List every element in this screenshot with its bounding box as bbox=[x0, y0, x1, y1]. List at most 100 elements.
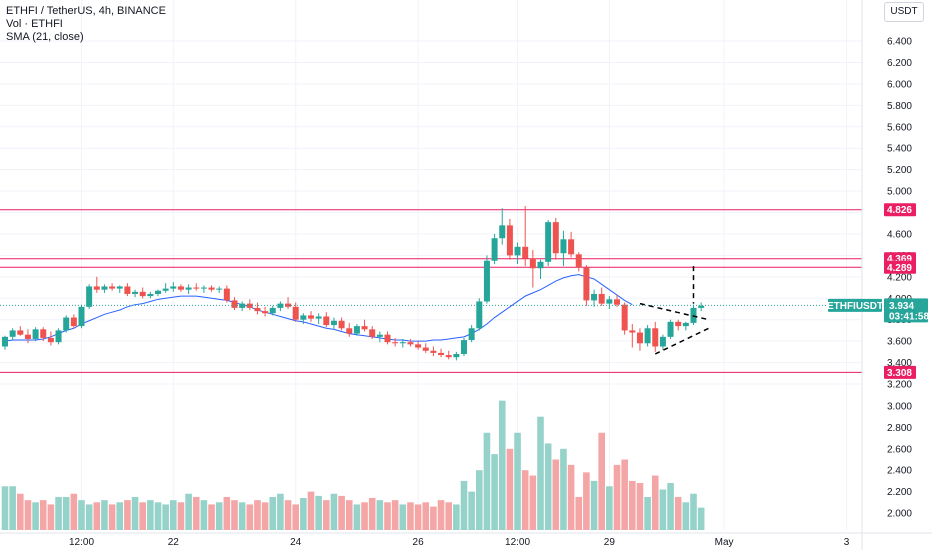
volume-bar bbox=[659, 489, 667, 530]
candle-body bbox=[698, 305, 705, 308]
time-tick-label: 26 bbox=[413, 537, 425, 548]
candle-body bbox=[491, 238, 498, 261]
time-tick-label: 12:00 bbox=[505, 537, 530, 548]
time-tick-label: 3 bbox=[844, 537, 850, 548]
volume-bar bbox=[391, 500, 399, 530]
volume-bar bbox=[78, 500, 85, 530]
volume-bar bbox=[284, 500, 292, 530]
candle-body bbox=[185, 287, 192, 290]
candle-body bbox=[139, 291, 146, 297]
volume-bar bbox=[476, 470, 483, 530]
volume-bar bbox=[460, 480, 468, 530]
volume-bar bbox=[147, 500, 154, 530]
candle-body bbox=[606, 299, 613, 304]
level-tag-label: 4.826 bbox=[887, 205, 912, 216]
volume-bar bbox=[537, 416, 544, 530]
volume-tick-label: 2.600 bbox=[887, 444, 912, 455]
price-axis bbox=[862, 0, 932, 550]
price-tick-label: 3.600 bbox=[887, 337, 912, 348]
volume-bar bbox=[368, 498, 376, 530]
candle-body bbox=[483, 260, 490, 302]
volume-bar bbox=[583, 472, 590, 530]
candle-body bbox=[636, 332, 643, 344]
volume-bar bbox=[192, 496, 200, 530]
candle-body bbox=[193, 287, 200, 289]
legend-title: ETHFI / TetherUS, 4h, BINANCE bbox=[6, 5, 166, 17]
candle-body bbox=[415, 344, 422, 348]
volume-tick-label: 2.400 bbox=[887, 466, 912, 477]
volume-bar bbox=[277, 493, 284, 530]
candle-body bbox=[124, 286, 131, 294]
volume-bar bbox=[315, 495, 322, 530]
volume-bar bbox=[560, 448, 567, 530]
currency-button[interactable]: USDT bbox=[884, 2, 924, 22]
candle-body bbox=[682, 322, 689, 327]
candle-body bbox=[262, 311, 269, 314]
price-tick-label: 4.200 bbox=[887, 272, 912, 283]
volume-bar bbox=[231, 500, 238, 530]
candle-body bbox=[667, 321, 674, 337]
candle-body bbox=[47, 337, 54, 343]
candle-body bbox=[300, 315, 307, 320]
time-tick-label: May bbox=[715, 537, 734, 548]
volume-bar bbox=[9, 486, 16, 530]
volume-tick-label: 2.000 bbox=[887, 509, 912, 520]
candle-body bbox=[552, 222, 559, 254]
volume-bar bbox=[422, 502, 430, 530]
candle-body bbox=[461, 340, 467, 354]
volume-bar bbox=[170, 500, 177, 530]
candle-body bbox=[32, 329, 39, 339]
candle-body bbox=[614, 299, 620, 305]
candle-body bbox=[514, 246, 521, 256]
volume-bar bbox=[498, 400, 506, 530]
time-tick-label: 22 bbox=[168, 537, 180, 548]
volume-bar bbox=[590, 480, 598, 530]
candle-body bbox=[78, 306, 85, 327]
level-tag bbox=[884, 365, 916, 379]
candle-body bbox=[644, 328, 651, 344]
candle-body bbox=[239, 303, 246, 308]
symbol-tag-label: ETHFIUSDT bbox=[827, 301, 883, 312]
price-tick-label: 4.600 bbox=[887, 229, 912, 240]
candle-body bbox=[86, 286, 93, 307]
time-tick-label: 24 bbox=[290, 537, 302, 548]
volume-tick-label: 2.200 bbox=[887, 487, 912, 498]
sma-line bbox=[4, 274, 633, 342]
candle-body bbox=[591, 293, 598, 301]
candle-body bbox=[407, 342, 414, 345]
volume-bar bbox=[330, 493, 338, 530]
candle-body bbox=[529, 258, 536, 269]
countdown-label: 03:41:58 bbox=[889, 311, 929, 322]
candle-body bbox=[353, 326, 360, 334]
time-tick-label: 29 bbox=[604, 537, 616, 548]
candle-body bbox=[109, 286, 116, 289]
volume-bar bbox=[575, 496, 583, 530]
candle-body bbox=[430, 350, 437, 353]
volume-bar bbox=[621, 459, 628, 530]
candle-body bbox=[9, 330, 16, 337]
volume-bar bbox=[55, 496, 62, 530]
candle-body bbox=[361, 326, 368, 330]
candle-body bbox=[177, 286, 184, 290]
candle-body bbox=[652, 328, 659, 347]
volume-bar bbox=[124, 500, 131, 530]
candle-body bbox=[583, 267, 590, 301]
volume-bar bbox=[514, 432, 521, 530]
candle-body bbox=[101, 286, 108, 290]
volume-bar bbox=[636, 483, 644, 530]
volume-bar bbox=[483, 432, 491, 530]
volume-bar bbox=[154, 502, 162, 530]
candle-body bbox=[376, 334, 383, 337]
level-tag-label: 3.308 bbox=[887, 368, 912, 379]
volume-bar bbox=[667, 483, 674, 530]
candle-body bbox=[545, 222, 552, 262]
volume-bar bbox=[323, 500, 330, 530]
volume-bar bbox=[300, 498, 307, 530]
candle-body bbox=[147, 293, 154, 297]
volume-tick-label: 2.800 bbox=[887, 423, 912, 434]
volume-bar bbox=[414, 504, 422, 530]
volume-bar bbox=[24, 500, 32, 530]
candle-body bbox=[499, 225, 506, 239]
volume-bar bbox=[674, 496, 682, 530]
